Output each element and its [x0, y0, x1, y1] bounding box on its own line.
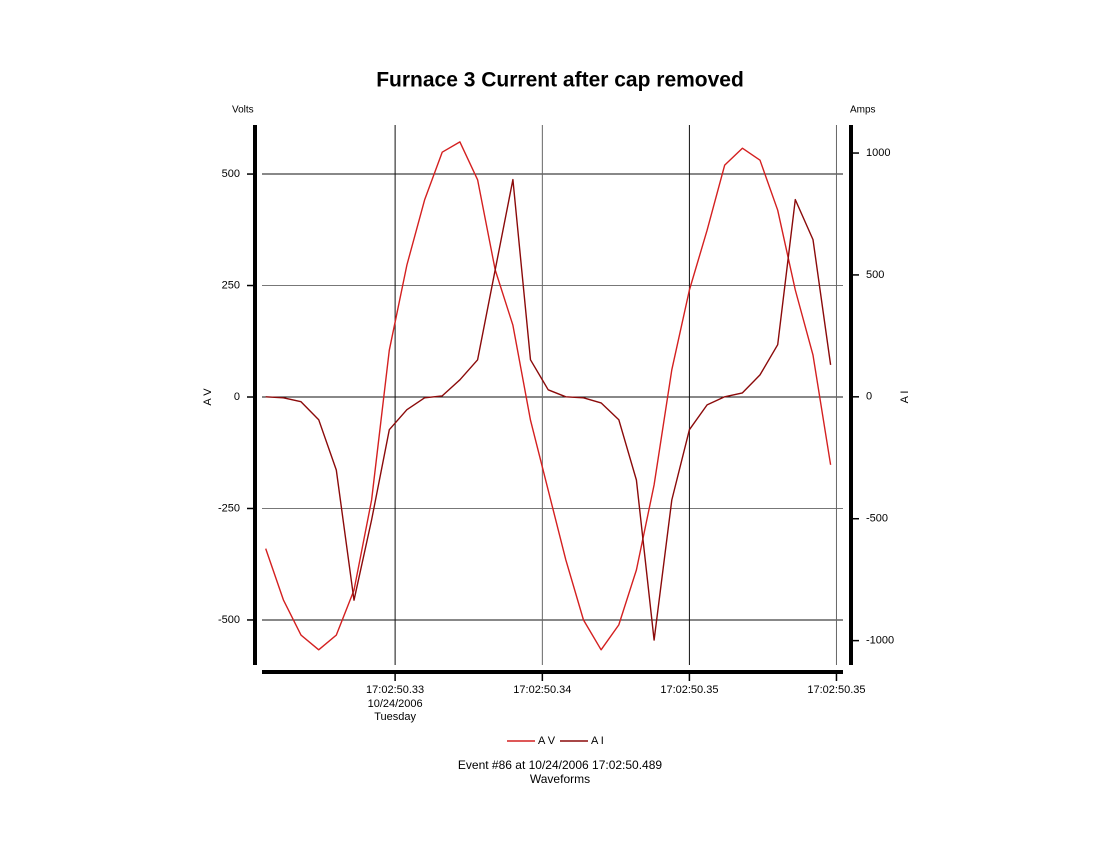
legend-label: A I [591, 735, 604, 747]
x-tick-label: 17:02:50.35 [660, 684, 718, 696]
y2-tick-label: 1000 [866, 147, 890, 159]
y-tick-label: 0 [234, 391, 240, 403]
y2-label: A I [899, 391, 911, 404]
y-tick-label: 500 [222, 168, 240, 180]
y-tick-label: -250 [218, 502, 240, 514]
y-label: A V [202, 388, 214, 406]
footer: Event #86 at 10/24/2006 17:02:50.489 [458, 758, 663, 772]
series-line [265, 141, 832, 651]
x-tick-label: 17:02:50.35 [807, 684, 865, 696]
y2-tick-label: 500 [866, 269, 884, 281]
y-tick-label: -500 [218, 614, 240, 626]
x-tick-label: 17:02:50.33 [366, 684, 424, 696]
y2-tick-label: -1000 [866, 635, 894, 647]
y2-unit: Amps [850, 105, 876, 116]
y2-tick-label: 0 [866, 391, 872, 403]
y-tick-label: 250 [222, 279, 240, 291]
x-tick-label: 17:02:50.34 [513, 684, 571, 696]
x-tick-sublabel: Tuesday [374, 711, 416, 723]
chart-title: Furnace 3 Current after cap removed [376, 69, 744, 92]
series-line [265, 178, 832, 641]
y2-tick-label: -500 [866, 513, 888, 525]
footer: Waveforms [530, 772, 590, 786]
x-tick-sublabel: 10/24/2006 [368, 698, 423, 710]
y-unit: Volts [232, 105, 254, 116]
legend-label: A V [538, 735, 556, 747]
